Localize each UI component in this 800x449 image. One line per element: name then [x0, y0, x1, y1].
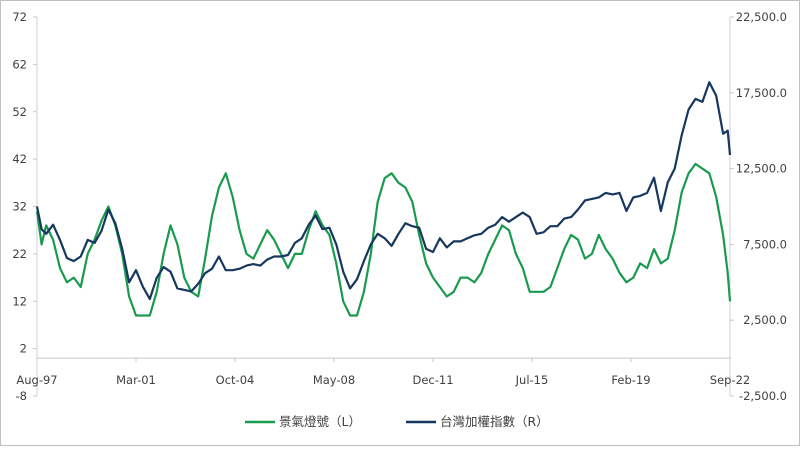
- right-tick-label: 12,500.0: [736, 162, 787, 176]
- legend: 景氣燈號（L） 台灣加權指數（R）: [245, 414, 549, 429]
- left-tick-label: 32: [12, 200, 27, 214]
- x-tick-label: Dec-11: [412, 373, 453, 387]
- right-tick-label: 17,500.0: [736, 86, 787, 100]
- x-tick-label: Jul-15: [515, 373, 549, 387]
- left-tick-label: 2: [20, 342, 27, 356]
- x-tick-label: May-08: [313, 373, 355, 387]
- series-line-business-indicator: [35, 162, 732, 317]
- series-line-taiex: [35, 81, 732, 301]
- x-tick-label: Aug-97: [16, 373, 57, 387]
- x-axis: Aug-97 Mar-01 Oct-04 May-08 Dec-11 Jul-15 Feb-…: [16, 357, 750, 387]
- x-tick-label: Mar-01: [116, 373, 156, 387]
- left-axis: -8 2 12 22 32 42 52 62 72: [12, 10, 38, 403]
- left-tick-label: 22: [12, 247, 27, 261]
- series-layer: [35, 81, 732, 317]
- right-tick-label: -2,500.0: [739, 389, 787, 403]
- legend-label: 台灣加權指數（R）: [440, 414, 549, 429]
- left-tick-label: 42: [12, 152, 27, 166]
- right-axis: -2,500.0 2,500.0 7,500.0 12,500.0 17,500.0 22…: [729, 10, 787, 403]
- legend-label: 景氣燈號（L）: [279, 414, 361, 429]
- left-tick-label: 52: [12, 105, 27, 119]
- left-tick-label: 62: [12, 57, 27, 71]
- left-tick-label: -8: [16, 389, 27, 403]
- left-tick-label: 72: [12, 10, 27, 24]
- x-tick-label: Oct-04: [216, 373, 255, 387]
- right-tick-label: 22,500.0: [736, 10, 787, 24]
- right-tick-label: 7,500.0: [743, 237, 787, 251]
- left-tick-label: 12: [12, 294, 27, 308]
- right-tick-label: 2,500.0: [743, 313, 787, 327]
- x-tick-label: Feb-19: [611, 373, 650, 387]
- x-tick-label: Sep-22: [710, 373, 750, 387]
